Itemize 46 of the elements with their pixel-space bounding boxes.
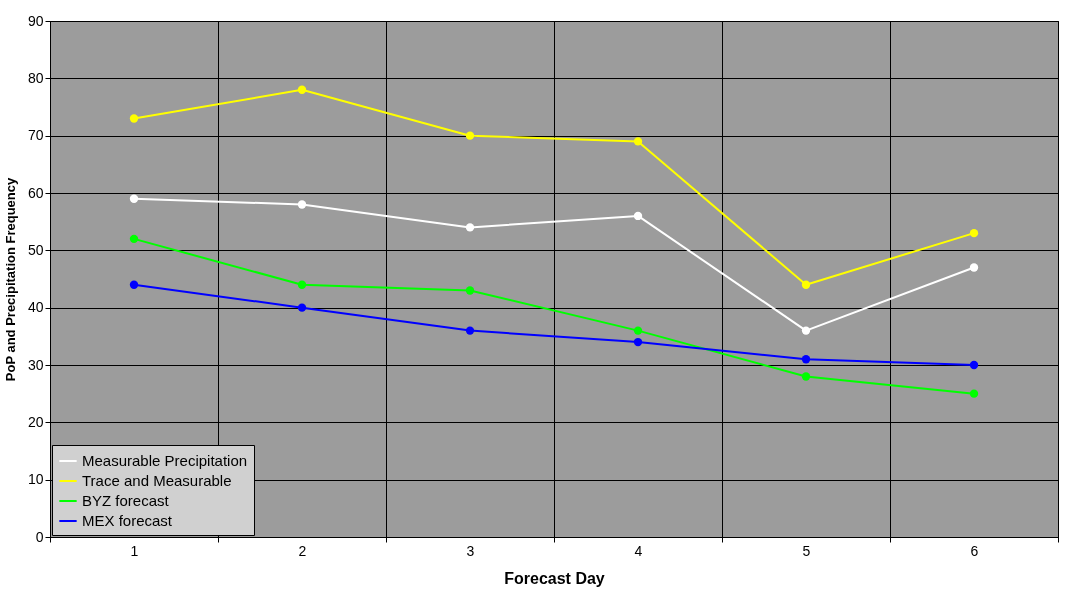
point	[465, 326, 475, 335]
legend-label: BYZ forecast	[82, 492, 170, 509]
point	[801, 355, 811, 364]
point	[633, 211, 643, 221]
point	[969, 360, 979, 370]
y-tick-label: 60	[27, 184, 44, 201]
x-tick-label: 1	[130, 542, 139, 559]
point	[297, 303, 307, 312]
point	[465, 131, 475, 140]
y-tick-label: 10	[27, 471, 44, 488]
point	[801, 326, 811, 335]
point	[129, 280, 139, 289]
point	[129, 234, 139, 244]
legend-label: Trace and Measurable	[82, 472, 232, 489]
legend-label: Measurable Precipitation	[82, 452, 248, 469]
point	[969, 263, 979, 272]
x-tick-label: 3	[466, 542, 475, 559]
legend-label: MEX forecast	[82, 512, 173, 529]
y-tick-label: 50	[27, 241, 44, 258]
y-tick-label: 20	[27, 413, 44, 430]
point	[969, 389, 979, 398]
point	[633, 137, 643, 146]
y-tick-label: 30	[27, 356, 44, 373]
y-tick-label: 70	[27, 127, 44, 144]
point	[633, 337, 643, 347]
x-axis-title: Forecast Day	[504, 569, 605, 587]
y-tick-label: 0	[35, 528, 44, 545]
x-tick-label: 2	[298, 542, 307, 559]
point	[801, 372, 811, 381]
point	[465, 223, 475, 232]
point	[129, 194, 139, 203]
point	[465, 286, 475, 295]
y-tick-label: 80	[27, 69, 44, 86]
y-tick-label: 40	[27, 299, 44, 316]
x-tick-label: 5	[802, 542, 811, 559]
point	[297, 85, 307, 94]
y-tick-label: 90	[27, 12, 44, 29]
point	[297, 200, 307, 209]
y-axis-title: PoP and Precipitation Frequency	[2, 177, 18, 382]
x-tick-label: 4	[634, 542, 643, 559]
point	[801, 280, 811, 289]
x-tick-label: 6	[970, 542, 979, 559]
point	[297, 280, 307, 289]
point	[633, 326, 643, 335]
point	[129, 114, 139, 123]
point	[969, 228, 979, 238]
